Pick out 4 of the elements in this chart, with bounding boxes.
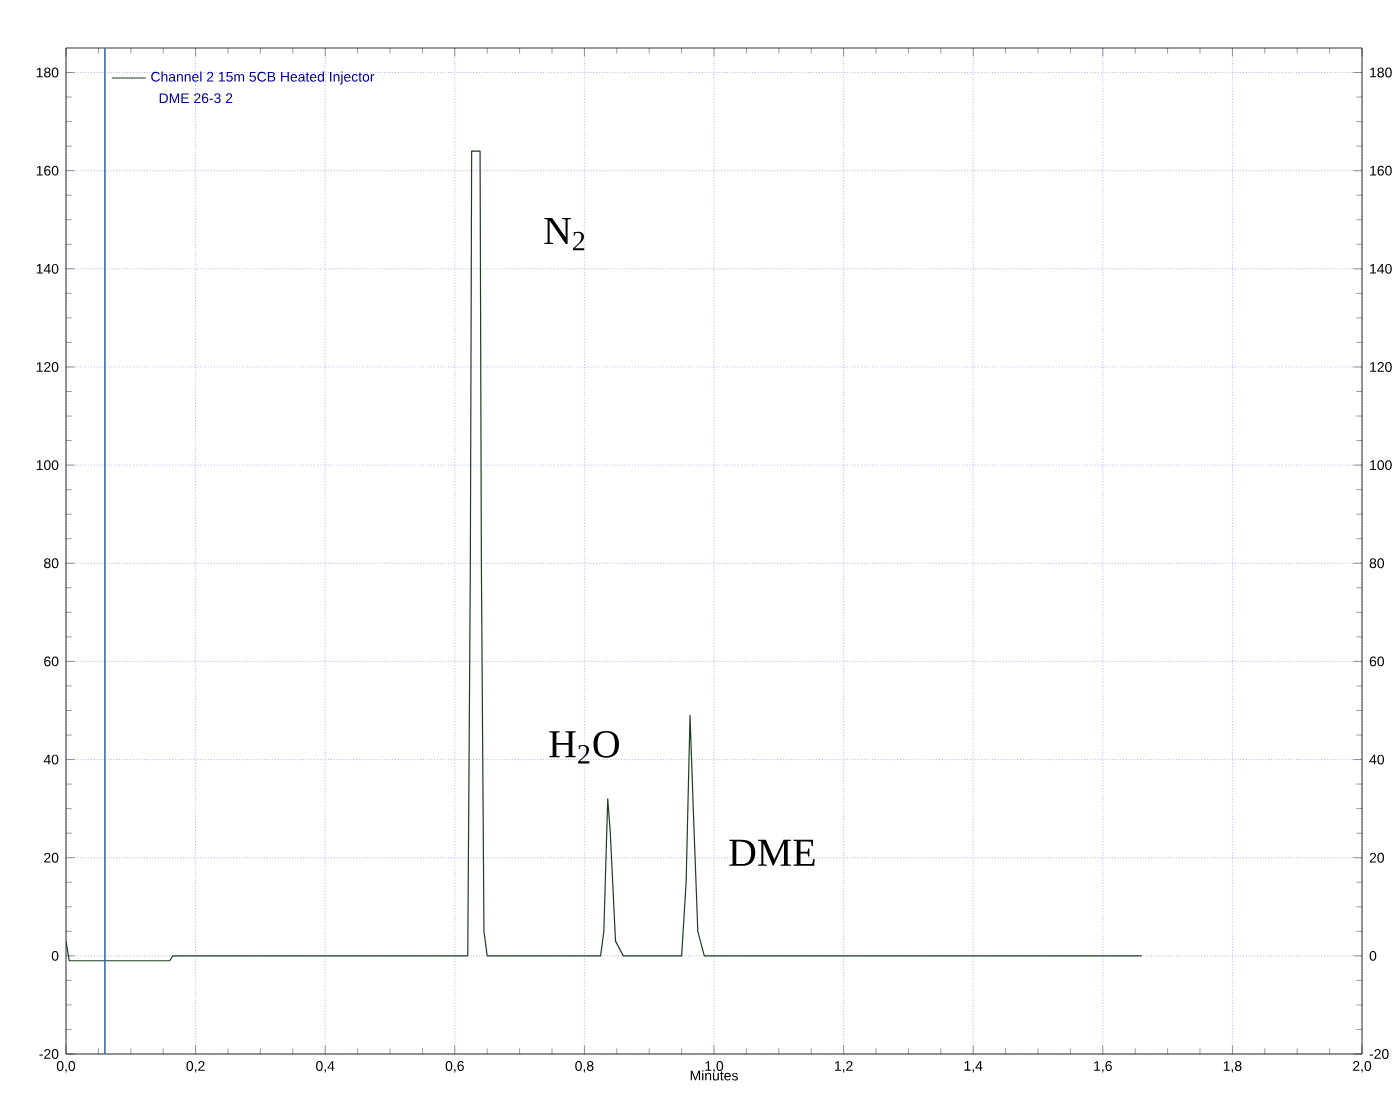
annotation: N$_{2}$ xyxy=(544,217,585,251)
annotation: DME xyxy=(729,839,815,866)
annotation: H$_{2}$O xyxy=(549,730,619,764)
line-series xyxy=(66,150,1143,962)
